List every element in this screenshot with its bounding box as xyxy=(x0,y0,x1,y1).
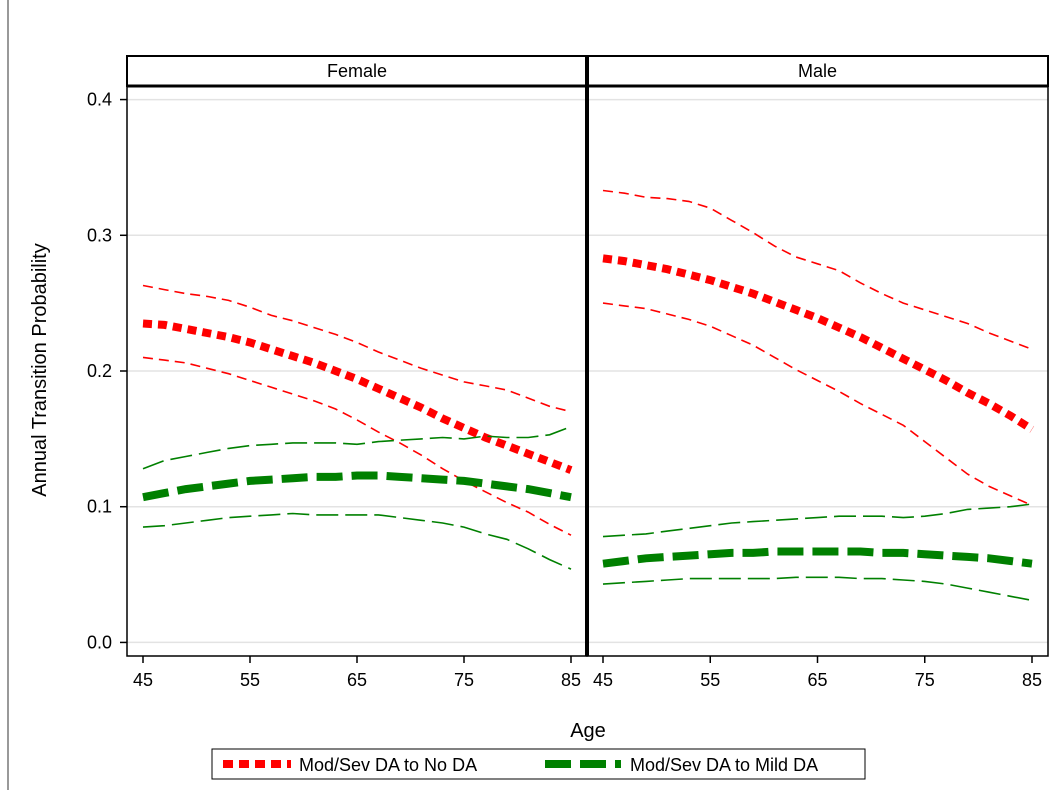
panel-male: Male 45 55 65 75 85 xyxy=(586,55,1049,690)
legend-frame xyxy=(211,748,866,780)
x-tick-label: 55 xyxy=(240,670,260,690)
legend-label-mild-da: Mod/Sev DA to Mild DA xyxy=(630,755,818,775)
series-line-lower-mild-da xyxy=(602,576,1033,602)
y-tick-label: 0.3 xyxy=(87,225,112,245)
y-tick-label: 0.4 xyxy=(87,90,112,110)
y-axis: 0.0 0.1 0.2 0.3 0.4 xyxy=(87,90,127,652)
x-tick-label: 65 xyxy=(807,670,827,690)
x-tick-label: 45 xyxy=(133,670,153,690)
y-tick-label: 0.1 xyxy=(87,497,112,517)
series-line-estimate-no-da xyxy=(142,319,573,474)
series-line-upper-mild-da xyxy=(602,503,1033,538)
x-tick-label: 85 xyxy=(561,670,581,690)
series-line-upper-no-da xyxy=(142,284,572,413)
x-tick-label: 45 xyxy=(593,670,613,690)
series-line-estimate-mild-da xyxy=(142,471,572,502)
x-axis-label: Age xyxy=(570,720,606,742)
legend-label-no-da: Mod/Sev DA to No DA xyxy=(299,755,477,775)
series-line-estimate-mild-da xyxy=(602,547,1033,568)
legend: Mod/Sev DA to No DA Mod/Sev DA to Mild D… xyxy=(211,748,866,780)
y-tick-label: 0.2 xyxy=(87,361,112,381)
series-line-estimate-no-da xyxy=(602,254,1035,433)
series-line-upper-mild-da xyxy=(142,425,572,470)
panel-title: Female xyxy=(327,61,387,81)
series-line-lower-no-da xyxy=(142,356,572,536)
panel-title: Male xyxy=(798,61,837,81)
y-tick-label: 0.0 xyxy=(87,632,112,652)
panel-header-box xyxy=(586,55,1049,87)
series-line-lower-mild-da xyxy=(142,512,572,570)
x-tick-label: 55 xyxy=(700,670,720,690)
series-line-lower-no-da xyxy=(602,302,1033,507)
x-tick-label: 75 xyxy=(915,670,935,690)
axes-layer: Annual Transition Probability Age xyxy=(29,243,606,742)
x-tick-label: 65 xyxy=(347,670,367,690)
y-axis-label: Annual Transition Probability xyxy=(29,243,51,496)
x-tick-label: 75 xyxy=(454,670,474,690)
x-tick-label: 85 xyxy=(1022,670,1042,690)
series-line-upper-no-da xyxy=(602,189,1033,351)
